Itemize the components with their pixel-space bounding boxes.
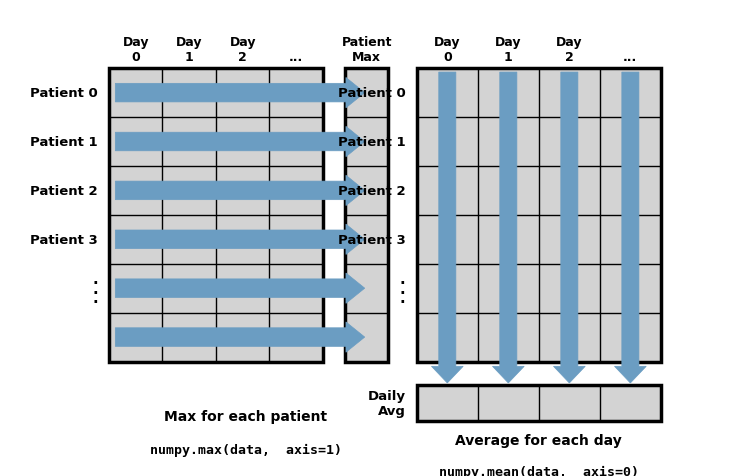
Text: Max for each patient: Max for each patient — [164, 409, 327, 424]
FancyArrow shape — [614, 73, 646, 383]
Bar — [109, 69, 323, 362]
Text: numpy.mean(data,  axis=0): numpy.mean(data, axis=0) — [439, 465, 639, 476]
FancyArrow shape — [432, 73, 463, 383]
Text: .: . — [400, 281, 406, 296]
Text: Day
1: Day 1 — [176, 36, 203, 64]
Bar — [417, 386, 661, 421]
FancyArrow shape — [116, 78, 365, 109]
Text: Day
0: Day 0 — [122, 36, 149, 64]
Text: Patient 3: Patient 3 — [338, 233, 406, 246]
Text: Patient 2: Patient 2 — [30, 185, 98, 198]
FancyArrow shape — [493, 73, 524, 383]
Text: Patient 0: Patient 0 — [338, 87, 406, 100]
Text: Day
2: Day 2 — [229, 36, 256, 64]
Text: .: . — [400, 291, 406, 306]
FancyArrow shape — [553, 73, 585, 383]
Text: .: . — [92, 291, 98, 306]
Bar — [345, 69, 388, 362]
FancyArrow shape — [116, 273, 365, 304]
Text: Daily
Avg: Daily Avg — [367, 389, 406, 417]
FancyArrow shape — [116, 322, 365, 353]
Text: Patient 2: Patient 2 — [338, 185, 406, 198]
Text: ...: ... — [623, 51, 638, 64]
Text: Day
2: Day 2 — [556, 36, 583, 64]
Text: ...: ... — [289, 51, 303, 64]
Text: Patient 1: Patient 1 — [338, 136, 406, 149]
Text: Day
1: Day 1 — [495, 36, 522, 64]
FancyArrow shape — [116, 127, 365, 158]
Text: Patient
Max: Patient Max — [342, 36, 392, 64]
Text: .: . — [92, 272, 98, 287]
Text: numpy.max(data,  axis=1): numpy.max(data, axis=1) — [150, 443, 342, 456]
Text: .: . — [400, 272, 406, 287]
Text: Patient 0: Patient 0 — [30, 87, 98, 100]
Bar — [417, 69, 661, 362]
Text: Average for each day: Average for each day — [455, 433, 623, 447]
Text: .: . — [92, 281, 98, 296]
Text: Patient 3: Patient 3 — [30, 233, 98, 246]
Text: Day
0: Day 0 — [434, 36, 460, 64]
FancyArrow shape — [116, 225, 365, 255]
Text: Patient 1: Patient 1 — [30, 136, 98, 149]
FancyArrow shape — [116, 176, 365, 206]
